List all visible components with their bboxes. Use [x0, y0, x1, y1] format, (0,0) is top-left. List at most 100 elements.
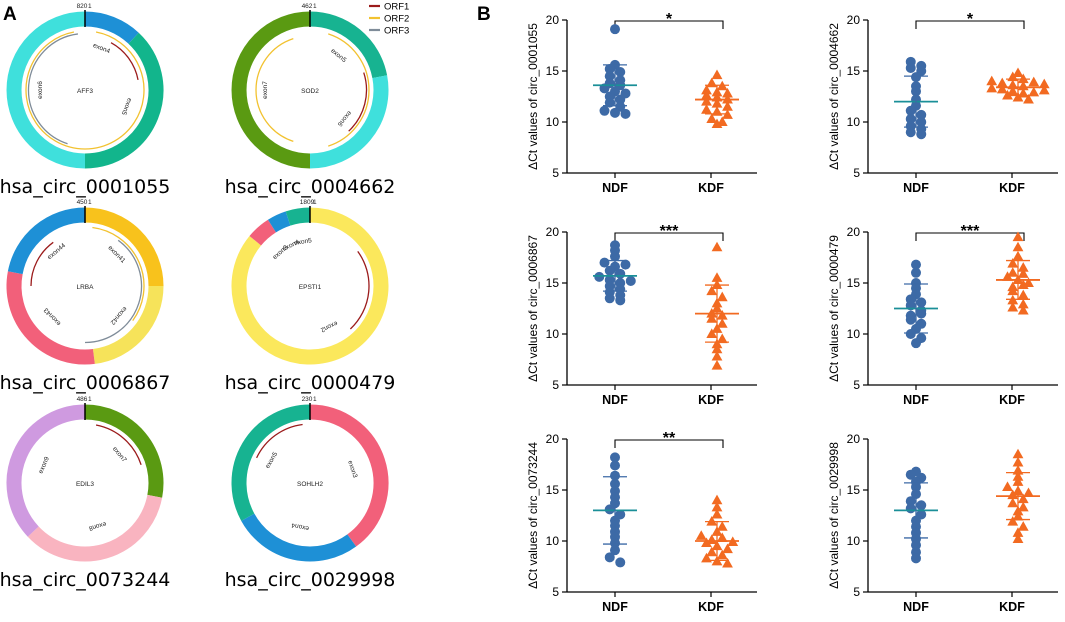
- data-point-ndf: [604, 71, 615, 82]
- data-point-ndf: [610, 107, 620, 118]
- data-point-ndf: [604, 504, 615, 515]
- circ-map-hsa_circ_0006867: 450 1exon41exon42exon43exon44LRBAhsa_circ…: [0, 199, 170, 394]
- position-label: 1: [88, 396, 92, 403]
- exon-label: exon7: [262, 81, 269, 99]
- exon-segment: [84, 404, 164, 498]
- data-point-ndf: [911, 540, 921, 551]
- orf-arc: [110, 42, 139, 81]
- data-point-kdf: [711, 494, 723, 505]
- data-point-kdf: [1017, 521, 1029, 531]
- data-point-kdf: [1007, 516, 1019, 526]
- orf-arc: [349, 250, 370, 330]
- data-point-kdf: [1012, 533, 1024, 543]
- data-point-kdf: [1012, 241, 1024, 252]
- y-tick-label: 5: [552, 378, 559, 392]
- data-point-ndf: [604, 265, 615, 276]
- gene-label: EPSTI1: [299, 284, 322, 291]
- exon-segment: [84, 207, 164, 287]
- exon-segment: [231, 207, 389, 365]
- position-label: 1: [88, 3, 92, 10]
- length-label: 230: [302, 396, 313, 403]
- data-point-ndf: [916, 129, 927, 140]
- significance-bracket: [614, 232, 724, 241]
- circ-name-label: hsa_circ_0004662: [225, 176, 396, 198]
- y-tick-label: 10: [546, 115, 560, 129]
- data-point-ndf: [911, 338, 921, 349]
- data-point-kdf: [1023, 93, 1034, 104]
- data-point-kdf: [1012, 231, 1024, 242]
- data-point-kdf: [716, 521, 728, 531]
- data-point-kdf: [706, 113, 718, 123]
- data-point-kdf: [711, 501, 723, 512]
- data-point-kdf: [701, 537, 712, 548]
- data-point-ndf: [916, 109, 927, 120]
- data-point-ndf: [620, 259, 631, 270]
- y-tick-label: 15: [847, 483, 861, 497]
- data-point-ndf: [911, 259, 921, 270]
- gene-label: SOD2: [301, 88, 319, 95]
- data-point-ndf: [604, 552, 615, 563]
- data-point-kdf: [1028, 76, 1040, 87]
- exon-segment: [309, 11, 388, 79]
- exon-label: exon5: [264, 451, 279, 470]
- x-tick-label-ndf: NDF: [602, 393, 628, 407]
- y-tick-label: 20: [847, 225, 861, 239]
- exon-label: exon43: [42, 306, 62, 327]
- exon-segment: [92, 285, 164, 364]
- data-point-kdf: [1007, 301, 1019, 312]
- y-tick-label: 10: [847, 115, 861, 129]
- data-point-kdf: [1017, 73, 1029, 84]
- y-tick-label: 10: [847, 534, 861, 548]
- data-point-kdf: [1017, 493, 1029, 504]
- legend-label: ORF1: [384, 2, 409, 13]
- data-point-ndf: [615, 268, 626, 279]
- exon-segment: [6, 11, 86, 169]
- position-label: 1: [313, 199, 317, 206]
- y-tick-label: 20: [546, 225, 560, 239]
- y-tick-label: 20: [847, 13, 861, 27]
- length-label: 1809: [300, 199, 315, 206]
- length-label: 820: [77, 3, 88, 10]
- significance-label: **: [663, 430, 676, 447]
- data-point-kdf: [706, 313, 718, 323]
- exon-segment: [27, 494, 163, 562]
- exon-segment: [241, 513, 357, 562]
- data-point-ndf: [916, 297, 927, 308]
- data-point-kdf: [1017, 262, 1029, 272]
- exon-label: exon6: [336, 109, 353, 127]
- data-point-ndf: [905, 503, 916, 514]
- exon-segment: [249, 219, 277, 246]
- data-point-kdf: [711, 338, 723, 349]
- data-point-kdf: [711, 118, 723, 129]
- y-axis-label: ΔCt values of circ_0000479: [827, 235, 841, 382]
- orf-arc: [348, 72, 368, 132]
- data-point-ndf: [615, 295, 626, 306]
- significance-bracket: [614, 439, 724, 448]
- y-axis-label: ΔCt values of circ_0029998: [827, 442, 841, 589]
- circ-name-label: hsa_circ_0006867: [0, 372, 170, 394]
- circ-map-hsa_circ_0029998: 230 1 exon3 exon4 exon5 SOHLH2 hsa_circ_002999…: [225, 396, 396, 591]
- data-point-kdf: [1023, 487, 1034, 498]
- data-point-kdf: [706, 546, 718, 557]
- legend-label: ORF2: [384, 14, 409, 25]
- y-tick-label: 10: [546, 327, 560, 341]
- circ-map-hsa_circ_0000479: 18091exon2exon3exon4exon5EPSTI1hsa_circ_…: [225, 199, 396, 394]
- data-point-kdf: [722, 101, 733, 111]
- y-tick-label: 20: [546, 432, 560, 446]
- x-tick-label-ndf: NDF: [903, 600, 929, 614]
- data-point-kdf: [1017, 279, 1029, 290]
- data-point-kdf: [996, 83, 1008, 94]
- y-tick-label: 5: [552, 166, 559, 180]
- data-point-kdf: [722, 543, 733, 554]
- exon-label: exon7: [111, 446, 128, 464]
- data-point-kdf: [716, 333, 728, 344]
- data-point-kdf: [701, 84, 712, 95]
- data-point-kdf: [1038, 84, 1050, 95]
- orf-arc: [84, 239, 143, 344]
- data-point-kdf: [1012, 67, 1024, 78]
- y-tick-label: 5: [853, 585, 860, 599]
- data-point-kdf: [1017, 289, 1029, 300]
- y-axis-label: ΔCt values of circ_0006867: [526, 235, 540, 382]
- data-point-kdf: [711, 350, 723, 361]
